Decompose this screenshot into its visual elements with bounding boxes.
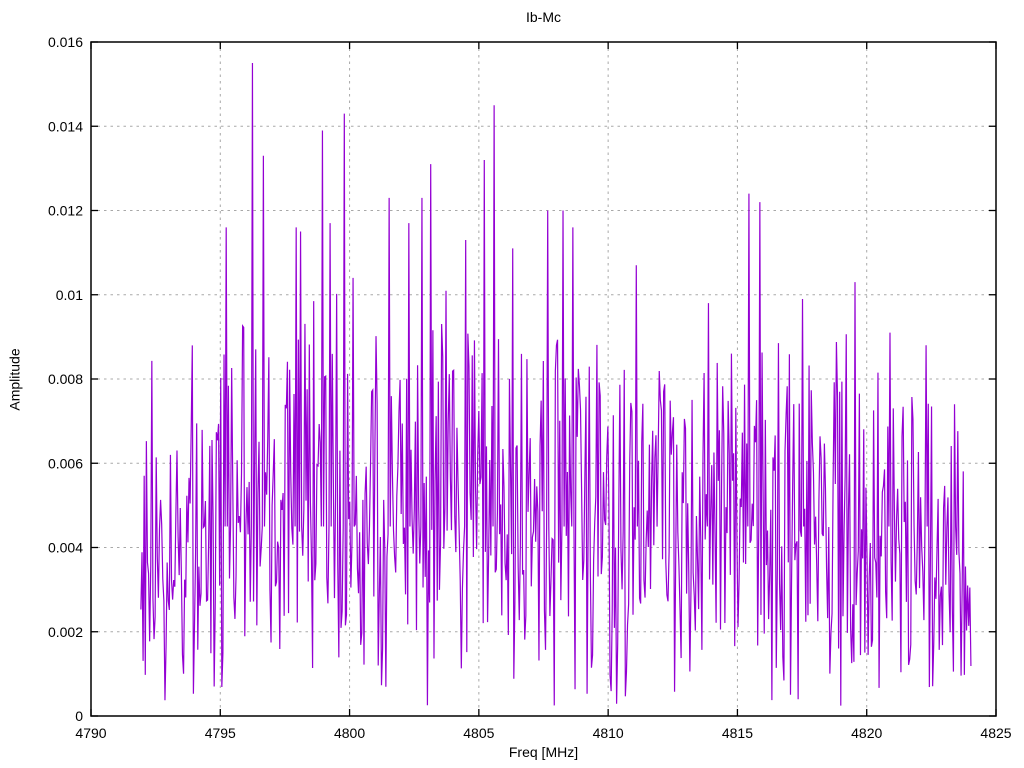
y-tick-label: 0.012 xyxy=(48,203,83,219)
x-axis-label: Freq [MHz] xyxy=(508,744,579,760)
x-tick-label: 4790 xyxy=(75,725,106,741)
y-tick-label: 0.008 xyxy=(48,371,83,387)
x-tick-label: 4810 xyxy=(593,725,624,741)
x-tick-label: 4795 xyxy=(205,725,236,741)
y-tick-label: 0.01 xyxy=(56,287,83,303)
x-tick-label: 4820 xyxy=(851,725,882,741)
y-axis-label: Amplitude xyxy=(6,348,23,411)
y-tick-label: 0.014 xyxy=(48,118,83,134)
x-tick-label: 4800 xyxy=(334,725,365,741)
signal-trace xyxy=(140,63,972,706)
y-tick-label: 0.006 xyxy=(48,455,83,471)
y-tick-label: 0.004 xyxy=(48,540,83,556)
x-tick-label: 4825 xyxy=(980,725,1011,741)
x-tick-label: 4815 xyxy=(722,725,753,741)
x-tick-label: 4805 xyxy=(463,725,494,741)
y-tick-label: 0.002 xyxy=(48,624,83,640)
chart-title: Ib-Mc xyxy=(526,9,561,25)
y-tick-label: 0 xyxy=(75,708,83,724)
y-tick-label: 0.016 xyxy=(48,34,83,50)
